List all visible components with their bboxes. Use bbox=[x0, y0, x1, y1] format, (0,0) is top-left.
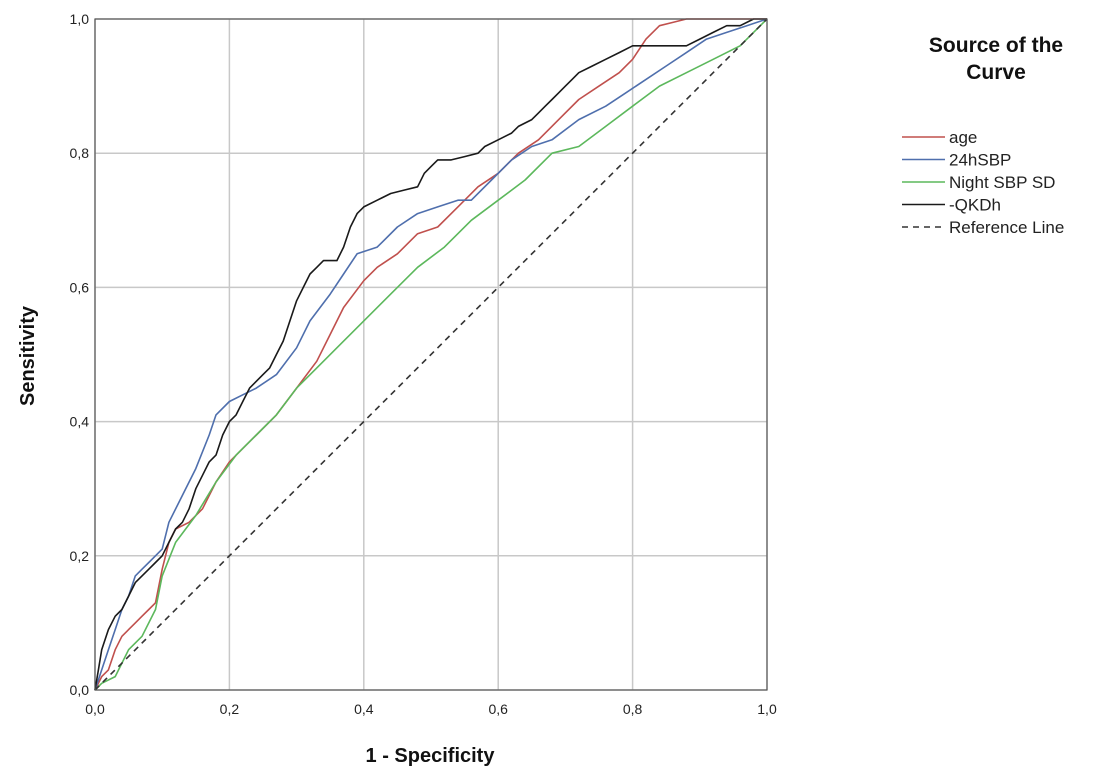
series-line-24hsbp bbox=[94, 18, 768, 691]
x-tick-label: 0,6 bbox=[488, 701, 508, 717]
x-tick-label: 0,0 bbox=[85, 701, 105, 717]
x-tick-label: 0,2 bbox=[220, 701, 240, 717]
plot-frame bbox=[94, 18, 768, 691]
legend-label-reference-line: Reference Line bbox=[949, 218, 1064, 237]
x-tick-label: 0,4 bbox=[354, 701, 374, 717]
legend-label-age: age bbox=[949, 128, 977, 147]
legend-label-night-sbp-sd: Night SBP SD bbox=[949, 173, 1055, 192]
series-line-reference-line bbox=[94, 18, 768, 691]
y-tick-label: 0,8 bbox=[70, 145, 90, 161]
series-line-qkdh bbox=[94, 18, 767, 691]
x-tick-label: 1,0 bbox=[757, 701, 777, 717]
y-tick-label: 0,4 bbox=[70, 414, 90, 430]
series-line-age bbox=[94, 18, 767, 691]
legend-title-line-1: Source of the bbox=[929, 34, 1063, 57]
y-tick-label: 1,0 bbox=[70, 11, 90, 27]
legend-items: age 24hSBP Night SBP SD -QKDh Reference Line bbox=[902, 128, 1064, 237]
x-tick-label: 0,8 bbox=[623, 701, 643, 717]
legend-label-qkdh: -QKDh bbox=[949, 196, 1001, 215]
y-tick-label: 0,2 bbox=[70, 548, 90, 564]
y-axis-ticks: 0,0 0,2 0,4 0,6 0,8 1,0 bbox=[70, 11, 90, 698]
y-tick-label: 0,0 bbox=[70, 682, 90, 698]
legend-title-line-2: Curve bbox=[966, 61, 1026, 84]
legend: Source of the Curve age 24hSBP Night SBP S… bbox=[902, 34, 1064, 237]
x-axis-title: 1 - Specificity bbox=[366, 745, 496, 767]
series-line-night-sbp-sd bbox=[94, 18, 768, 691]
y-axis-title: Sensitivity bbox=[17, 305, 39, 406]
series-layer bbox=[94, 18, 768, 691]
y-tick-label: 0,6 bbox=[70, 279, 90, 295]
legend-label-24hsbp: 24hSBP bbox=[949, 151, 1011, 170]
x-axis-ticks: 0,0 0,2 0,4 0,6 0,8 1,0 bbox=[85, 701, 777, 717]
